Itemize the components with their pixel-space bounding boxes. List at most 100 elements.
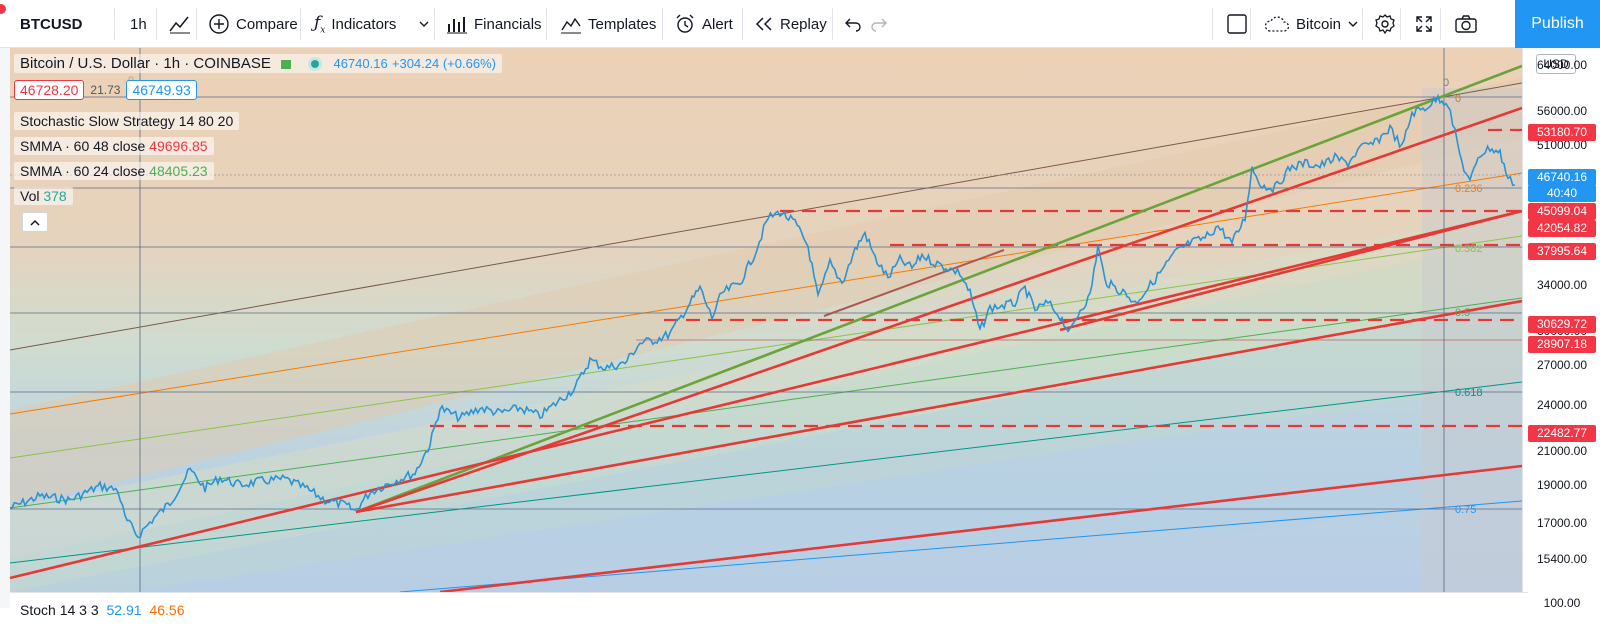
price-axis-label: 37995.64: [1528, 243, 1596, 260]
divider: [156, 8, 157, 40]
strategy-label: Stochastic Slow Strategy 14 80 20: [14, 112, 240, 130]
price-axis-label: 45099.04: [1528, 203, 1596, 220]
alert-button[interactable]: Alert: [666, 0, 741, 48]
square-icon: [1226, 13, 1248, 35]
symbol-label: BTCUSD: [20, 15, 83, 33]
fib-label: 0.618: [1455, 387, 1483, 399]
fan-line-075: [399, 500, 1522, 592]
stochastic-pane[interactable]: Stoch 14 3 3 52.91 46.56: [10, 592, 1528, 628]
price-axis-tick: 100.00: [1543, 596, 1581, 610]
channel-line: [823, 249, 1005, 317]
interval-button[interactable]: 1h: [122, 0, 155, 48]
snapshot-button[interactable]: [1446, 0, 1486, 48]
symbol-legend: Bitcoin / U.S. Dollar · 1h · COINBASE 46…: [14, 54, 502, 73]
cloud-icon: [1264, 15, 1290, 33]
market-status-icon: [311, 60, 320, 69]
strategy-legend[interactable]: Stochastic Slow Strategy 14 80 20: [14, 112, 240, 130]
redo-button[interactable]: [862, 0, 896, 48]
last-price: 46740.16: [333, 56, 388, 71]
notification-dot: [0, 4, 6, 14]
divider: [196, 8, 197, 40]
collapse-legend-button[interactable]: [22, 212, 48, 232]
alarm-clock-icon: [674, 13, 696, 35]
fan-line-0: [9, 82, 1522, 351]
red-trendline-3: [355, 299, 1522, 514]
fan-line-0236: [9, 172, 1522, 415]
fib-label: 0.75: [1455, 504, 1476, 516]
divider: [1400, 8, 1401, 40]
fan-line-0618: [9, 381, 1522, 564]
divider: [832, 8, 833, 40]
divider: [662, 8, 663, 40]
volume-legend[interactable]: Vol 378: [14, 187, 73, 205]
redo-icon: [870, 16, 888, 32]
red-trendline-5: [1059, 209, 1522, 332]
spread-value: 21.73: [90, 83, 121, 97]
compare-label: Compare: [236, 15, 298, 33]
financials-label: Financials: [474, 15, 542, 33]
currency-button[interactable]: USD: [1536, 54, 1576, 74]
compare-button[interactable]: Compare: [200, 0, 306, 48]
price-axis-tick: 51000.00: [1536, 138, 1588, 152]
fib-fan-band: [10, 238, 1522, 592]
price-axis-label: 46740.16: [1528, 169, 1596, 186]
top-toolbar: BTCUSD 1h Compare ƒx Indicators Financia…: [0, 0, 1600, 48]
stoch-d-value: 46.56: [149, 602, 185, 618]
settings-button[interactable]: [1366, 0, 1404, 48]
price-axis-tick: 56000.00: [1536, 104, 1588, 118]
stoch-legend: Stoch 14 3 3 52.91 46.56: [20, 602, 185, 618]
replay-button[interactable]: Replay: [746, 0, 835, 48]
price-axis-tick: 64000.00: [1536, 58, 1588, 72]
symbol-search-button[interactable]: BTCUSD: [12, 0, 91, 48]
templates-button[interactable]: Templates: [552, 0, 664, 48]
fib-label: 0.382: [1455, 243, 1483, 255]
chevron-up-icon: [30, 215, 40, 230]
indicators-dropdown[interactable]: [410, 0, 438, 48]
fib-fan-band: [130, 383, 1522, 592]
red-trendline-1: [355, 106, 1522, 514]
templates-label: Templates: [588, 15, 657, 33]
undo-button[interactable]: [836, 0, 870, 48]
fullscreen-toggle[interactable]: [1218, 0, 1256, 48]
expand-button[interactable]: [1406, 0, 1442, 48]
chevron-down-icon: [1347, 18, 1359, 30]
smma1-legend[interactable]: SMMA · 60 48 close 49696.85: [14, 137, 214, 155]
financials-button[interactable]: Financials: [438, 0, 550, 48]
divider: [1362, 8, 1363, 40]
rewind-icon: [754, 15, 774, 33]
vol-label: Vol: [20, 188, 40, 204]
price-axis-tick: 27000.00: [1536, 358, 1588, 372]
red-trendline-4: [439, 464, 1522, 592]
divider: [742, 8, 743, 40]
chart-style-button[interactable]: [160, 0, 200, 48]
expand-icon: [1414, 14, 1434, 34]
price-axis-label: 42054.82: [1528, 220, 1596, 237]
divider: [1440, 8, 1441, 40]
sell-button[interactable]: 46728.20: [14, 80, 85, 100]
price-chart[interactable]: 0 0 0.236 0.382 0.5 0.618 0.75 0: [0, 48, 1522, 592]
smma2-value: 48405.23: [149, 163, 208, 179]
flag-icon: [281, 59, 292, 69]
price-axis-tick: 15400.00: [1536, 552, 1588, 566]
divider: [1250, 8, 1251, 40]
buy-button[interactable]: 46749.93: [126, 80, 197, 100]
layout-name-label: Bitcoin: [1296, 15, 1342, 33]
indicators-label: Indicators: [331, 15, 397, 33]
indicators-button[interactable]: ƒx Indicators: [306, 0, 404, 48]
fib-label: 0.236: [1455, 183, 1483, 195]
layout-button[interactable]: Bitcoin: [1256, 0, 1367, 48]
stoch-label: Stoch 14 3 3: [20, 602, 99, 618]
legend-interval: 1h: [163, 55, 181, 72]
publish-button[interactable]: Publish: [1515, 0, 1600, 48]
price-axis-label: 53180.70: [1528, 124, 1596, 141]
symbol-title: Bitcoin / U.S. Dollar: [20, 55, 151, 72]
smma2-legend[interactable]: SMMA · 60 24 close 48405.23: [14, 162, 214, 180]
divider: [546, 8, 547, 40]
fib-fan-band: [10, 298, 1522, 592]
legend-exchange: COINBASE: [193, 55, 271, 72]
undo-icon: [844, 16, 862, 32]
green-trendline: [355, 64, 1522, 514]
price-axis-label: 30629.72: [1528, 316, 1596, 333]
alert-label: Alert: [702, 15, 733, 33]
price-axis-tick: 24000.00: [1536, 398, 1588, 412]
